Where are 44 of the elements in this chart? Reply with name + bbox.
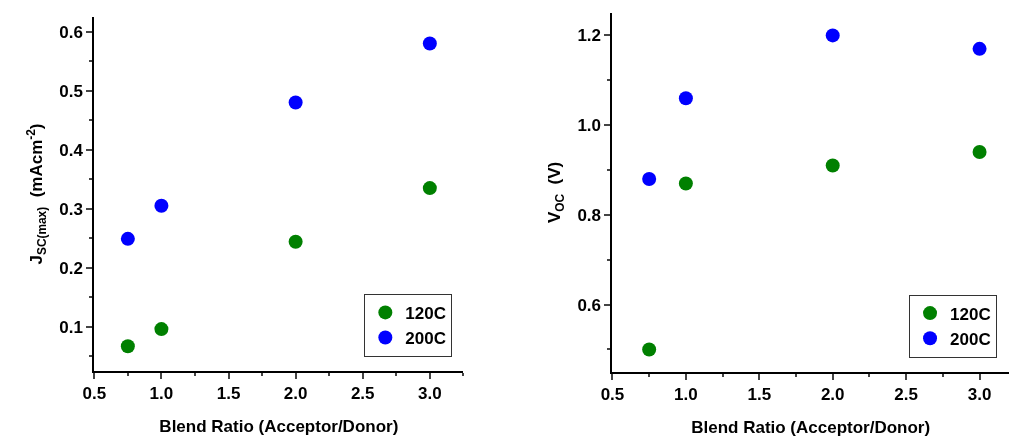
legend-label: 200C bbox=[950, 329, 991, 349]
x-tick-label: 2.5 bbox=[894, 385, 918, 405]
x-tick-label: 2.0 bbox=[820, 385, 845, 405]
x-tick-label: 3.0 bbox=[967, 385, 992, 405]
point bbox=[972, 145, 987, 160]
point bbox=[678, 91, 693, 106]
y-tick-label: 0.1 bbox=[59, 317, 83, 337]
legend-label: 120C bbox=[405, 304, 446, 324]
point bbox=[120, 231, 135, 246]
point bbox=[678, 176, 693, 191]
y-tick-label: 0.4 bbox=[59, 140, 84, 160]
x-tick-label: 1.0 bbox=[674, 385, 698, 405]
x-tick-label: 0.5 bbox=[82, 384, 107, 404]
y-tick-label: 0.6 bbox=[577, 295, 602, 315]
x-tick-label: 2.5 bbox=[350, 384, 375, 404]
y-tick-label: 0.3 bbox=[59, 199, 83, 219]
point bbox=[154, 198, 169, 213]
y-tick-label: 0.8 bbox=[577, 205, 602, 225]
point bbox=[642, 171, 657, 186]
point bbox=[154, 322, 169, 337]
x-tick-label: 0.5 bbox=[600, 385, 625, 405]
x-tick-label: 1.5 bbox=[216, 384, 241, 404]
x-tick-label: 1.0 bbox=[149, 384, 174, 404]
y-tick-label: 0.6 bbox=[59, 22, 83, 42]
point bbox=[288, 95, 303, 110]
point bbox=[825, 28, 840, 43]
legend-label: 120C bbox=[950, 304, 991, 324]
point bbox=[422, 181, 437, 196]
legend-label: 200C bbox=[405, 329, 446, 349]
x-axis-title: Blend Ratio (Acceptor/Donor) bbox=[159, 417, 399, 437]
y-tick-label: 0.5 bbox=[59, 81, 83, 101]
point bbox=[825, 158, 840, 173]
point bbox=[642, 342, 657, 357]
x-tick-label: 2.0 bbox=[283, 384, 308, 404]
point bbox=[972, 41, 987, 56]
y-tick-label: 0.2 bbox=[59, 258, 83, 278]
y-tick-label: 1.2 bbox=[577, 26, 602, 46]
y-tick-label: 1.0 bbox=[577, 116, 602, 136]
x-axis-title: Blend Ratio (Acceptor/Donor) bbox=[691, 418, 931, 438]
point bbox=[120, 339, 135, 354]
point bbox=[288, 234, 303, 249]
x-tick-label: 1.5 bbox=[747, 385, 772, 405]
x-tick-label: 3.0 bbox=[418, 384, 442, 404]
point bbox=[422, 36, 437, 51]
